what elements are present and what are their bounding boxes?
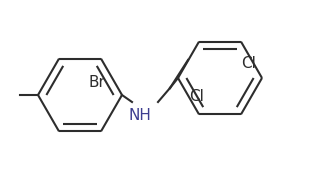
Text: Cl: Cl	[242, 56, 256, 71]
Text: NH: NH	[129, 108, 151, 123]
Text: Cl: Cl	[190, 89, 204, 104]
Text: Br: Br	[89, 75, 105, 90]
